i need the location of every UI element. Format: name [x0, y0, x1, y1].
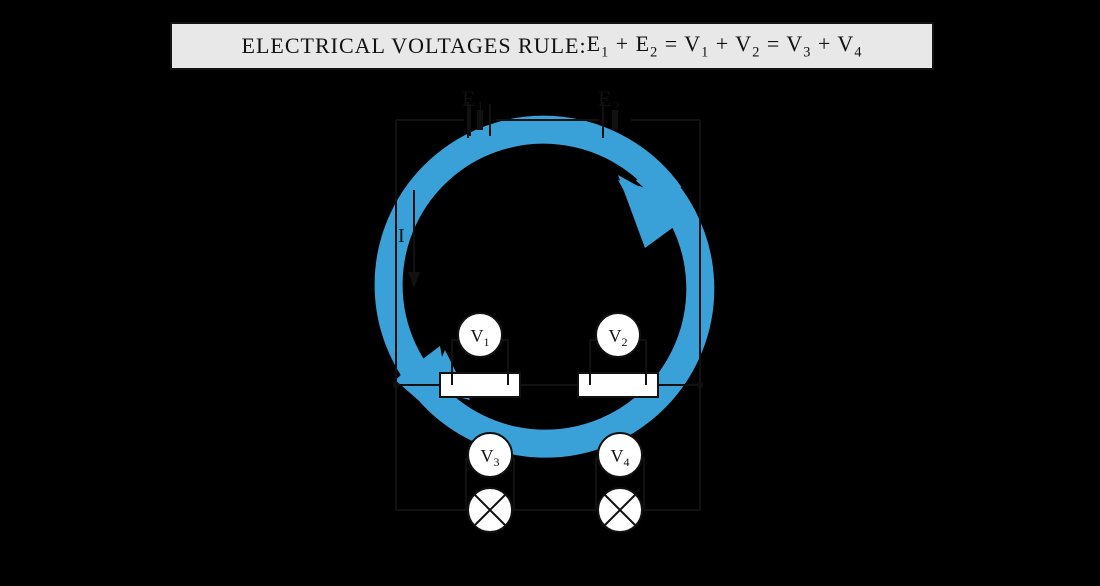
label-e1: E1 [462, 86, 485, 116]
lamp-2 [598, 488, 642, 532]
circuit-diagram: V1 V2 V3 V4 [0, 0, 1100, 586]
label-e2: E2 [598, 86, 621, 116]
label-i: I [398, 225, 406, 248]
lamp-1 [468, 488, 512, 532]
